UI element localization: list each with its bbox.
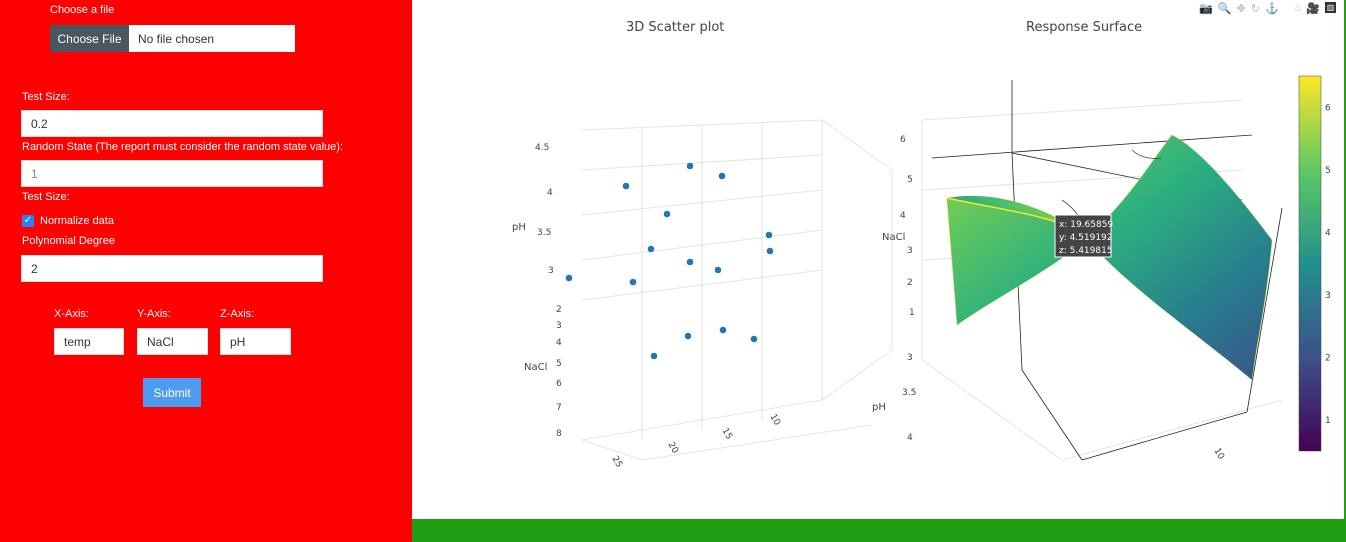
x-tick-15: 15: [719, 427, 733, 442]
file-label: Choose a file: [50, 4, 115, 16]
orbit-icon[interactable]: ↻: [1250, 3, 1260, 15]
z-tick-3: 3: [548, 266, 554, 276]
random-state-label: Random State (The report must consider t…: [22, 141, 343, 153]
scatter-title: 3D Scatter plot: [626, 20, 725, 35]
scatter-point: [622, 182, 630, 190]
y-tick-8: 8: [556, 429, 562, 439]
test-size-label: Test Size:: [22, 91, 70, 103]
scatter-point: [766, 247, 774, 255]
sz-tick-3.5: 3.5: [902, 388, 916, 398]
scatter-point: [718, 172, 726, 180]
home-icon[interactable]: ⌂: [1294, 2, 1302, 14]
scatter-point: [719, 326, 727, 334]
x-tick-25: 25: [609, 455, 623, 470]
sy-axis-title: NaCl: [882, 232, 905, 243]
scatter-point: [650, 352, 658, 360]
y-tick-7: 7: [556, 403, 562, 413]
z-tick-3.5: 3.5: [537, 228, 551, 238]
poly-degree-label: Polynomial Degree: [22, 235, 115, 247]
hover-tooltip: x: 19.65859 y: 4.519192 z: 5.419815: [1054, 214, 1113, 258]
colorbar-tick: 4: [1325, 228, 1331, 238]
sy-tick-4: 4: [900, 211, 906, 221]
zoom-icon[interactable]: 🔍: [1217, 3, 1232, 15]
y-axis-label: Y-Axis:: [137, 308, 171, 320]
y-axis-title: NaCl: [524, 362, 547, 373]
scatter-point: [714, 266, 722, 274]
choose-file-button[interactable]: Choose File: [50, 25, 129, 52]
scatter-point: [750, 335, 758, 343]
normalize-label: Normalize data: [40, 215, 114, 227]
hover-x: x: 19.65859: [1059, 220, 1113, 230]
footer-bar: [412, 519, 1346, 542]
scatter-point: [686, 258, 694, 266]
test-size-label-2: Test Size:: [22, 191, 70, 203]
x-tick-20: 20: [665, 441, 680, 456]
form-sidebar: Choose a file Choose File No file chosen…: [0, 0, 412, 542]
pan-icon[interactable]: ✥: [1236, 3, 1246, 15]
colorbar-tick: 6: [1325, 103, 1331, 113]
submit-button[interactable]: Submit: [143, 378, 201, 407]
hover-z: z: 5.419815: [1059, 246, 1113, 256]
colorbar: 1 2 3 4 5 6: [1298, 75, 1331, 452]
surface-axis-labels: 6 5 4 3 2 1 NaCl 3 3.5 4 pH 10: [872, 135, 1226, 462]
sy-tick-5: 5: [907, 175, 913, 185]
turntable-icon[interactable]: ⚓: [1264, 3, 1279, 15]
scatter-point: [686, 162, 694, 170]
scatter-points: [565, 162, 774, 360]
file-input[interactable]: Choose File No file chosen: [50, 25, 295, 52]
x-axis-label: X-Axis:: [54, 308, 89, 320]
camera-view-icon[interactable]: 🎥: [1306, 3, 1320, 15]
plot-area: 📷 🔍 ✥ ↻ ⚓ ⌂ 🎥 ▥ 3D Scatter plot Response…: [412, 0, 1346, 519]
sy-tick-2: 2: [907, 278, 913, 288]
y-axis-input[interactable]: NaCl: [137, 328, 208, 355]
surface-contour-2: [1131, 149, 1163, 159]
y-tick-4: 4: [556, 338, 562, 348]
z-axis-title: pH: [512, 222, 526, 233]
sz-axis-title: pH: [872, 402, 886, 413]
colorbar-tick: 5: [1325, 166, 1331, 176]
scatter-point: [647, 245, 655, 253]
colorbar-tick: 2: [1325, 353, 1331, 363]
x-axis-input[interactable]: temp: [54, 328, 124, 355]
camera-icon[interactable]: 📷: [1199, 3, 1213, 15]
y-tick-3: 3: [556, 321, 562, 331]
z-axis-input[interactable]: pH: [220, 328, 291, 355]
random-state-input[interactable]: 1: [21, 160, 323, 187]
scatter-point: [629, 278, 637, 286]
hover-y: y: 4.519192: [1059, 233, 1113, 243]
sz-tick-3: 3: [907, 353, 913, 363]
sy-tick-1: 1: [909, 308, 915, 318]
scatter-grid: [581, 119, 893, 461]
scatter-axis-labels: 4.5 4 3.5 3 pH 2 3 4 5 6 7 8 NaCl 25 20 …: [512, 143, 782, 469]
sx-tick-10: 10: [1211, 447, 1226, 462]
sy-tick-6: 6: [900, 135, 906, 145]
scatter-point: [663, 210, 671, 218]
z-tick-4.5: 4.5: [535, 143, 549, 153]
test-size-input[interactable]: 0.2: [21, 110, 323, 137]
colorbar-tick: 3: [1325, 291, 1331, 301]
y-tick-6: 6: [556, 379, 562, 389]
colorbar-tick: 1: [1325, 416, 1331, 426]
surface-plot[interactable]: 6 5 4 3 2 1 NaCl 3 3.5 4 pH 10 x: 19.658…: [862, 40, 1342, 520]
y-tick-2: 2: [556, 305, 562, 315]
z-axis-label: Z-Axis:: [220, 308, 255, 320]
surface-title: Response Surface: [1026, 20, 1143, 35]
scatter-point: [765, 231, 773, 239]
scatter-point: [565, 274, 573, 282]
normalize-checkbox[interactable]: ✓: [22, 215, 34, 227]
x-tick-10: 10: [767, 413, 782, 428]
scatter-point: [684, 332, 692, 340]
scatter-plot[interactable]: 4.5 4 3.5 3 pH 2 3 4 5 6 7 8 NaCl 25 20 …: [492, 30, 912, 530]
sz-tick-4: 4: [907, 433, 913, 443]
plotly-logo-icon[interactable]: ▥: [1325, 2, 1336, 13]
y-tick-5: 5: [556, 359, 562, 369]
sy-tick-3: 3: [907, 246, 913, 256]
poly-degree-input[interactable]: 2: [21, 255, 323, 282]
z-tick-4: 4: [547, 188, 553, 198]
file-status: No file chosen: [138, 31, 215, 46]
modebar: 📷 🔍 ✥ ↻ ⚓ ⌂ 🎥 ▥: [1199, 2, 1336, 15]
